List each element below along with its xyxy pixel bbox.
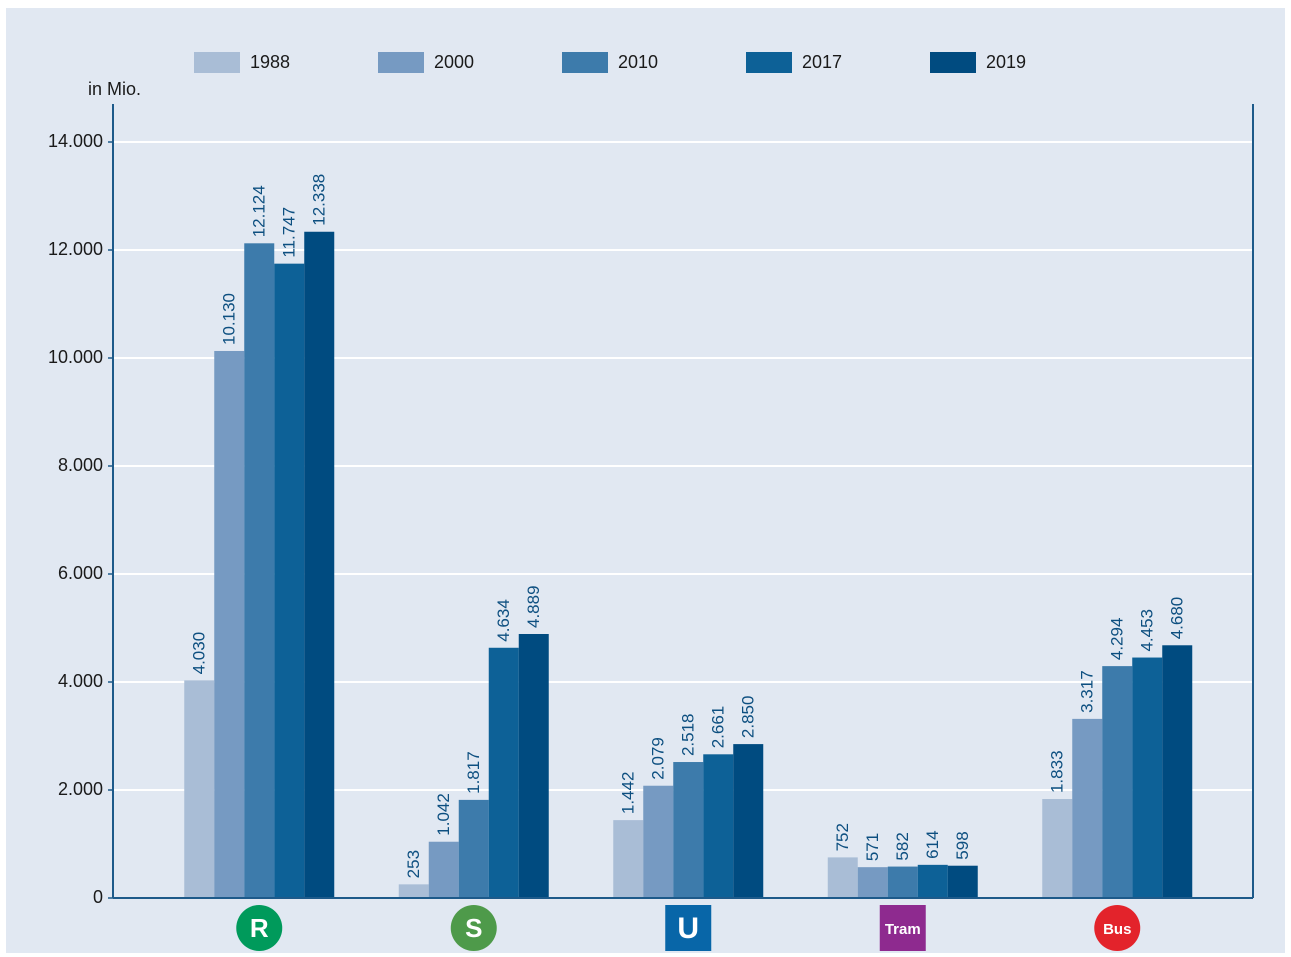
value-label: 2.518 — [679, 713, 698, 756]
value-label: 4.889 — [524, 585, 543, 628]
x-tick-label: S — [465, 913, 482, 943]
bar — [857, 867, 888, 898]
y-tick-label: 4.000 — [58, 671, 103, 691]
legend-label: 2010 — [618, 52, 658, 72]
legend-label: 2017 — [802, 52, 842, 72]
legend-swatch — [746, 52, 792, 73]
x-tick-label: U — [677, 912, 699, 945]
value-label: 2.661 — [709, 706, 728, 749]
y-tick-label: 8.000 — [58, 455, 103, 475]
category-icon — [665, 905, 712, 951]
bar — [703, 754, 734, 898]
bar — [214, 350, 245, 899]
bar — [643, 785, 674, 898]
bar — [304, 231, 335, 899]
value-label: 598 — [953, 831, 972, 859]
value-label: 1.817 — [464, 751, 483, 794]
x-tick-label: Bus — [1103, 921, 1131, 938]
bar — [184, 680, 215, 898]
bar — [458, 799, 489, 898]
category-icon — [1094, 905, 1141, 951]
value-label: 1.442 — [619, 772, 638, 815]
value-label: 571 — [863, 833, 882, 861]
legend-swatch — [194, 52, 240, 73]
category-icon — [879, 905, 926, 951]
value-label: 253 — [404, 850, 423, 878]
bar — [733, 744, 764, 898]
value-label: 2.079 — [649, 737, 668, 780]
value-label: 4.634 — [494, 599, 513, 642]
legend-label: 1988 — [250, 52, 290, 72]
value-label: 12.124 — [250, 185, 269, 237]
value-label: 10.130 — [220, 293, 239, 345]
value-label: 582 — [893, 832, 912, 860]
y-tick-label: 0 — [93, 887, 103, 907]
x-tick-label: R — [250, 913, 269, 943]
value-label: 4.294 — [1108, 618, 1127, 661]
bar — [1042, 799, 1073, 898]
bar — [1162, 645, 1193, 898]
value-label: 12.338 — [310, 174, 329, 226]
value-label: 1.833 — [1048, 750, 1067, 793]
value-label: 4.030 — [190, 632, 209, 675]
bar — [673, 762, 704, 898]
legend-label: 2019 — [986, 52, 1026, 72]
legend-swatch — [930, 52, 976, 73]
bar — [244, 243, 275, 898]
bar — [947, 865, 978, 898]
value-label: 752 — [833, 823, 852, 851]
bar — [398, 884, 429, 898]
legend-swatch — [562, 52, 608, 73]
y-tick-label: 14.000 — [48, 131, 103, 151]
y-tick-label: 2.000 — [58, 779, 103, 799]
y-axis-label: in Mio. — [88, 79, 141, 99]
y-tick-label: 10.000 — [48, 347, 103, 367]
value-label: 11.747 — [280, 207, 299, 258]
legend-swatch — [378, 52, 424, 73]
bar — [887, 866, 918, 898]
bar — [488, 647, 519, 898]
bar — [827, 857, 858, 898]
value-label: 2.850 — [739, 696, 758, 739]
bar — [917, 864, 948, 898]
bar — [428, 841, 459, 898]
legend-label: 2000 — [434, 52, 474, 72]
y-tick-label: 6.000 — [58, 563, 103, 583]
bar — [1102, 666, 1133, 898]
bar — [1072, 718, 1103, 898]
bar — [613, 820, 644, 898]
y-tick-label: 12.000 — [48, 239, 103, 259]
value-label: 1.042 — [434, 793, 453, 836]
value-label: 614 — [923, 830, 942, 858]
value-label: 4.680 — [1168, 597, 1187, 640]
value-label: 3.317 — [1078, 670, 1097, 713]
value-label: 4.453 — [1138, 609, 1157, 652]
bar — [1132, 657, 1163, 898]
x-tick-label: Tram — [885, 921, 921, 938]
bar — [274, 263, 305, 898]
bar — [518, 633, 549, 898]
category-icon — [450, 905, 497, 951]
category-icon — [236, 905, 283, 951]
